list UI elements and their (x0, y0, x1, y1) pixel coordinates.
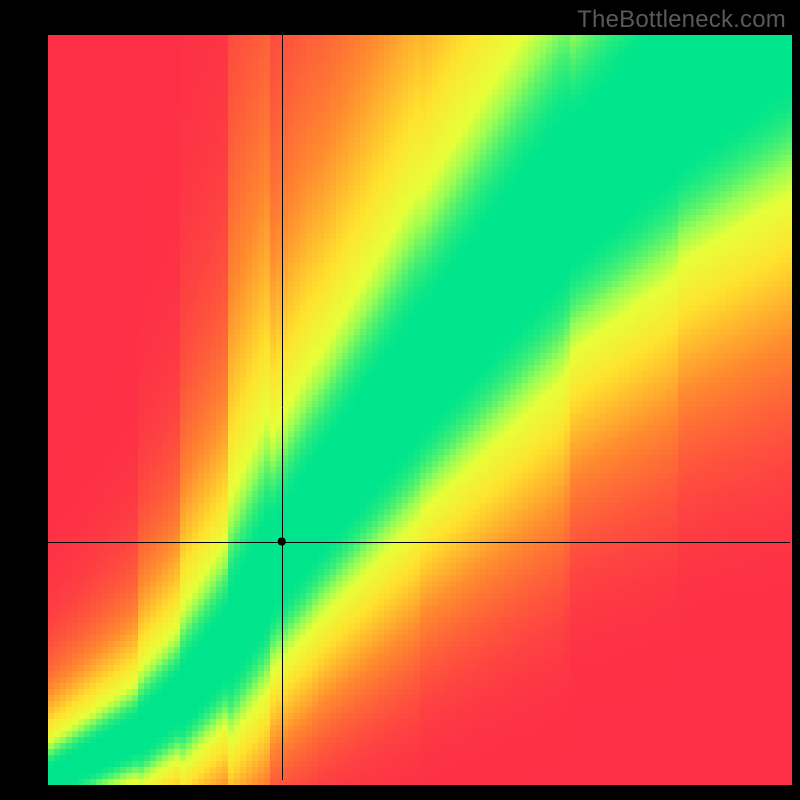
heatmap-canvas (0, 0, 800, 800)
watermark-label: TheBottleneck.com (577, 6, 786, 34)
chart-frame: TheBottleneck.com (0, 0, 800, 800)
